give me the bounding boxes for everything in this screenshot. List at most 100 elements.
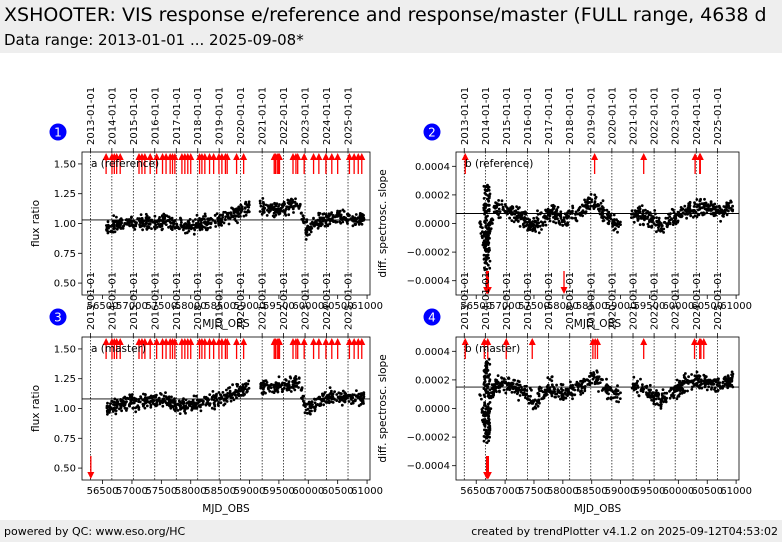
data-point bbox=[497, 207, 501, 211]
chart-panel-3: 2013-01-01 2014-01-01 2015-01-01 2016-01-01… bbox=[30, 272, 383, 515]
year-tick-label: 2023-01-01 bbox=[671, 272, 682, 330]
x-tick-label: 57500 bbox=[518, 301, 550, 312]
outlier-arrowhead bbox=[146, 338, 154, 345]
data-point bbox=[312, 216, 315, 220]
year-tick-label: 2016-01-01 bbox=[523, 272, 534, 330]
x-tick-label: 59500 bbox=[263, 301, 295, 312]
data-point bbox=[536, 209, 539, 213]
x-tick-label: 59500 bbox=[263, 486, 295, 497]
data-point bbox=[558, 222, 561, 225]
data-point bbox=[521, 388, 525, 392]
data-point bbox=[486, 412, 490, 416]
data-point bbox=[486, 243, 490, 247]
data-point bbox=[551, 391, 554, 395]
data-point bbox=[494, 387, 498, 390]
data-point bbox=[281, 206, 284, 209]
data-point bbox=[115, 406, 119, 409]
chart-panel-4: 2013-01-01 2014-01-01 2015-01-01 2016-01-01… bbox=[377, 272, 752, 515]
data-point bbox=[684, 212, 687, 216]
data-point bbox=[162, 394, 166, 398]
data-point bbox=[559, 213, 563, 217]
data-point bbox=[479, 232, 483, 235]
data-point bbox=[688, 209, 691, 213]
data-point bbox=[112, 214, 116, 218]
data-point bbox=[607, 210, 611, 214]
data-point bbox=[496, 374, 500, 377]
data-point bbox=[243, 207, 247, 210]
data-point bbox=[488, 259, 492, 263]
data-point bbox=[678, 392, 682, 395]
data-point bbox=[720, 385, 723, 389]
data-point bbox=[726, 378, 730, 382]
data-point bbox=[277, 207, 281, 211]
x-tick-label: 58000 bbox=[175, 301, 207, 312]
data-point bbox=[533, 220, 537, 223]
data-point bbox=[506, 210, 510, 213]
data-point bbox=[613, 222, 617, 226]
data-point bbox=[233, 218, 237, 221]
data-point bbox=[600, 389, 604, 392]
data-range-subtitle: Data range: 2013-01-01 ... 2025-09-08* bbox=[4, 31, 304, 49]
data-point bbox=[700, 386, 704, 390]
data-point bbox=[288, 199, 292, 203]
data-point bbox=[150, 227, 153, 231]
data-point bbox=[498, 210, 502, 214]
data-point bbox=[576, 388, 580, 392]
data-point bbox=[119, 399, 123, 402]
data-point bbox=[172, 405, 175, 409]
data-point bbox=[544, 216, 547, 220]
data-point bbox=[731, 204, 734, 208]
data-point bbox=[133, 228, 137, 231]
data-point bbox=[238, 208, 242, 212]
data-point bbox=[265, 381, 269, 384]
year-tick-label: 2018-01-01 bbox=[193, 272, 204, 330]
year-tick-label: 2019-01-01 bbox=[586, 87, 597, 145]
y-tick-label: 1.00 bbox=[54, 219, 76, 230]
data-point bbox=[542, 396, 546, 400]
data-point bbox=[173, 397, 176, 401]
y-tick-label: 0.0002 bbox=[415, 375, 450, 386]
data-point bbox=[159, 392, 162, 395]
data-point bbox=[138, 400, 142, 404]
data-point bbox=[342, 210, 346, 213]
data-point bbox=[487, 199, 490, 202]
data-point bbox=[614, 389, 617, 393]
panel-number: 3 bbox=[54, 311, 62, 325]
data-point bbox=[655, 391, 658, 395]
panel-number: 1 bbox=[54, 126, 62, 140]
data-point bbox=[304, 220, 307, 224]
data-point bbox=[321, 216, 325, 220]
x-tick-label: 60000 bbox=[292, 486, 324, 497]
data-point bbox=[229, 211, 233, 215]
x-tick-label: 58500 bbox=[204, 301, 236, 312]
data-point bbox=[641, 222, 645, 226]
data-point bbox=[644, 208, 647, 212]
data-point bbox=[180, 221, 183, 224]
data-point bbox=[665, 224, 669, 228]
data-point bbox=[211, 390, 215, 393]
x-tick-label: 58500 bbox=[576, 301, 608, 312]
data-point bbox=[322, 393, 326, 396]
data-point bbox=[487, 222, 490, 226]
data-point bbox=[660, 392, 664, 396]
data-point bbox=[663, 220, 667, 224]
year-tick-label: 2022-01-01 bbox=[279, 272, 290, 330]
data-point bbox=[551, 208, 554, 212]
data-point bbox=[484, 216, 488, 220]
data-point bbox=[617, 222, 620, 226]
data-point bbox=[721, 211, 725, 215]
data-point bbox=[347, 394, 351, 398]
data-point bbox=[500, 199, 504, 203]
year-tick-label: 2016-01-01 bbox=[150, 272, 161, 330]
data-point bbox=[553, 217, 557, 221]
data-point bbox=[580, 389, 583, 392]
data-point bbox=[611, 221, 614, 225]
data-point bbox=[243, 393, 247, 396]
data-point bbox=[146, 400, 150, 404]
data-point bbox=[565, 214, 568, 217]
data-point bbox=[503, 210, 507, 213]
data-point bbox=[533, 228, 537, 232]
data-point bbox=[486, 361, 490, 365]
data-point bbox=[483, 261, 487, 265]
data-point bbox=[546, 207, 550, 211]
